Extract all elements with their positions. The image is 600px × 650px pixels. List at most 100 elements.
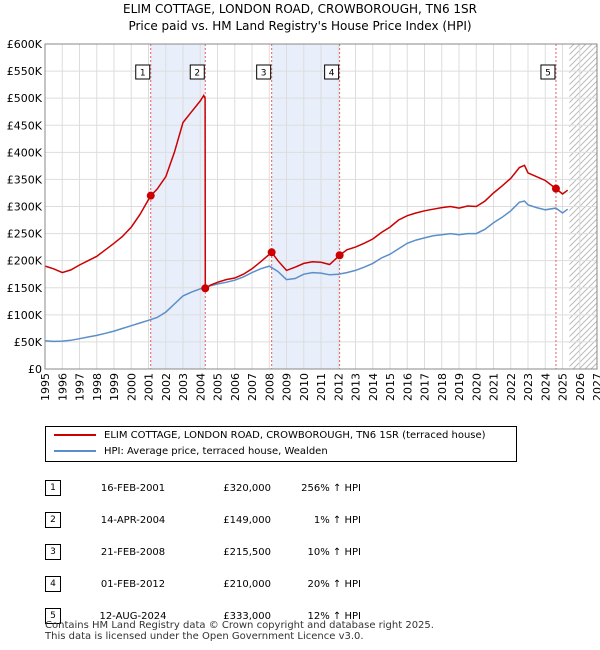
table-row: 3 21-FEB-2008 £215,500 10% ↑ HPI [45,536,361,568]
x-tick-label: 2002 [160,373,173,401]
sale-date: 12-AUG-2024 [99,610,167,622]
sale-label-box [135,64,151,80]
x-tick-label: 2023 [522,373,535,401]
y-tick-label: £600K [7,38,43,51]
chart-subtitle: Price paid vs. HM Land Registry's House … [128,19,472,33]
x-tick-label: 2021 [488,373,501,401]
table-row: 2 14-APR-2004 £149,000 1% ↑ HPI [45,504,361,536]
sale-date: 01-FEB-2012 [100,578,166,590]
y-tick-label: £500K [7,92,43,105]
sale-price: £210,000 [223,578,271,590]
plot-frame [44,43,598,370]
y-tick-label: £100K [7,309,43,322]
y-tick-label: £250K [7,228,43,241]
legend-property-swatch [54,434,96,436]
x-tick-label: 2010 [298,373,311,401]
sale-number: 4 [45,576,61,592]
sale-label-box [540,64,556,80]
x-tick-label: 1997 [74,373,87,401]
x-tick-label: 2014 [367,373,380,401]
x-tick-label: 2020 [470,373,483,401]
x-tick-label: 2004 [194,373,207,401]
sale-label-number: 5 [545,69,551,79]
sales-table: 1 16-FEB-2001 £320,000 256% ↑ HPI 2 14-A… [45,472,361,632]
x-tick-label: 1998 [91,373,104,401]
sale-number: 2 [45,512,61,528]
x-tick-label: 2005 [212,373,225,401]
y-tick-label: £300K [7,201,43,214]
sale-number: 5 [45,608,61,624]
footer: Contains HM Land Registry data © Crown c… [45,620,434,642]
x-tick-label: 2025 [557,373,570,401]
x-tick-label: 2001 [143,373,156,401]
chart-legend: ELIM COTTAGE, LONDON ROAD, CROWBOROUGH, … [45,426,517,462]
sale-point [267,248,276,257]
sale-label-number: 2 [194,69,200,79]
footer-copyright: Contains HM Land Registry data © Crown c… [45,620,434,631]
x-tick-label: 2026 [574,373,587,401]
sale-point [335,251,344,260]
legend-property: ELIM COTTAGE, LONDON ROAD, CROWBOROUGH, … [54,429,486,443]
y-tick-label: £0 [28,363,42,376]
sale-hpi-diff: 12% ↑ HPI [307,610,361,622]
y-tick-label: £450K [7,119,43,132]
sale-hpi-diff: 1% ↑ HPI [313,514,361,526]
x-tick-label: 2011 [315,373,328,401]
sale-label-box [189,64,205,80]
x-tick-label: 2019 [453,373,466,401]
sale-date: 16-FEB-2001 [100,482,166,494]
legend-property-label: ELIM COTTAGE, LONDON ROAD, CROWBOROUGH, … [104,430,486,441]
x-tick-label: 2006 [229,373,242,401]
sale-label-box [256,64,272,80]
table-row: 1 16-FEB-2001 £320,000 256% ↑ HPI [45,472,361,504]
y-tick-label: £200K [7,255,43,268]
x-tick-label: 1999 [108,373,121,401]
x-tick-label: 2008 [263,373,276,401]
sale-hpi-diff: 10% ↑ HPI [307,546,361,558]
sale-date: 21-FEB-2008 [100,546,166,558]
x-tick-label: 1996 [56,373,69,401]
sale-number: 1 [45,480,61,496]
sale-point [146,191,155,200]
sale-point [551,184,560,193]
x-tick-label: 2013 [350,373,363,401]
x-tick-label: 2000 [125,373,138,401]
x-tick-label: 2007 [246,373,259,401]
sale-date: 14-APR-2004 [100,514,166,526]
legend-hpi: HPI: Average price, terraced house, Weal… [54,445,328,459]
hpi-line [45,200,569,343]
x-tick-label: 2015 [384,373,397,401]
x-tick-label: 2027 [591,373,600,401]
y-tick-label: £550K [7,65,43,78]
legend-hpi-label: HPI: Average price, terraced house, Weal… [104,446,328,457]
x-tick-label: 2018 [436,373,449,401]
x-tick-label: 2012 [332,373,345,401]
sale-label-number: 1 [140,69,146,79]
sale-point [201,284,210,293]
sale-hpi-diff: 256% ↑ HPI [301,482,361,494]
sale-number: 3 [45,544,61,560]
chart-title: ELIM COTTAGE, LONDON ROAD, CROWBOROUGH, … [123,2,477,16]
x-tick-label: 1995 [39,373,52,401]
footer-license: This data is licensed under the Open Gov… [45,631,364,642]
table-row: 4 01-FEB-2012 £210,000 20% ↑ HPI [45,568,361,600]
sale-label-number: 4 [329,69,335,79]
table-row: 5 12-AUG-2024 £333,000 12% ↑ HPI [45,600,361,632]
sale-price: £320,000 [223,482,271,494]
x-tick-label: 2009 [281,373,294,401]
sale-hpi-diff: 20% ↑ HPI [307,578,361,590]
y-tick-label: £50K [14,336,43,349]
sale-label-number: 3 [261,69,267,79]
sale-price: £215,500 [223,546,271,558]
x-tick-label: 2024 [539,373,552,401]
y-tick-label: £150K [7,282,43,295]
sale-label-box [324,64,340,80]
y-tick-label: £350K [7,173,43,186]
price-chart: 1 2 3 4 5 £0 £50K £100K £150K £200K £250K £300K £350… [7,38,600,401]
property-price-line [45,93,569,290]
x-tick-label: 2016 [401,373,414,401]
sale-price: £333,000 [223,610,271,622]
y-tick-label: £400K [7,146,43,159]
x-tick-label: 2003 [177,373,190,401]
x-tick-label: 2017 [419,373,432,401]
